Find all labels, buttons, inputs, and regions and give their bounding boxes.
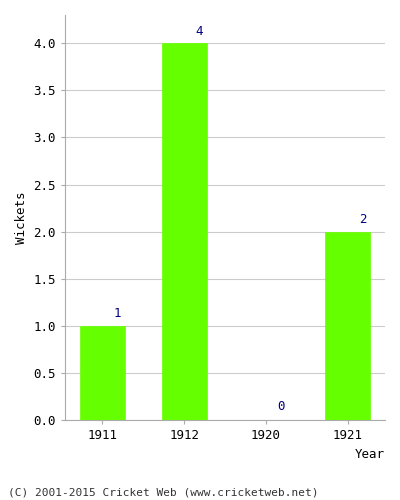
Y-axis label: Wickets: Wickets bbox=[15, 192, 28, 244]
Text: 0: 0 bbox=[277, 400, 284, 412]
Text: Year: Year bbox=[355, 448, 385, 462]
Text: (C) 2001-2015 Cricket Web (www.cricketweb.net): (C) 2001-2015 Cricket Web (www.cricketwe… bbox=[8, 488, 318, 498]
Bar bbox=[162, 44, 207, 420]
Text: 2: 2 bbox=[359, 213, 366, 226]
Text: 4: 4 bbox=[195, 24, 202, 38]
Bar bbox=[80, 326, 125, 420]
Bar bbox=[325, 232, 370, 420]
Text: 1: 1 bbox=[113, 307, 121, 320]
